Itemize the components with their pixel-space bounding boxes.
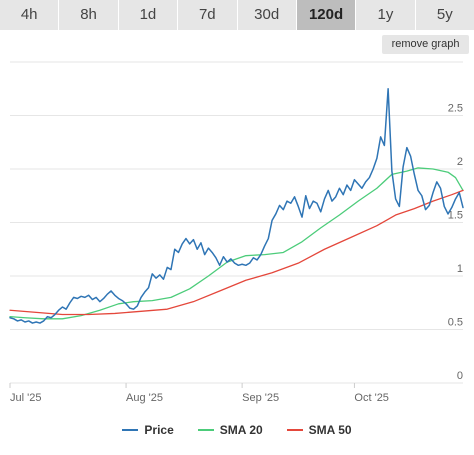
remove-graph-button[interactable]: remove graph	[382, 35, 469, 54]
y-tick-label-2.5: 2.5	[448, 103, 463, 115]
legend-label: Price	[144, 423, 174, 437]
tab-30d[interactable]: 30d	[237, 0, 297, 30]
legend-item-sma-20[interactable]: SMA 20	[197, 423, 263, 437]
legend-swatch	[286, 429, 303, 431]
legend-item-price[interactable]: Price	[122, 423, 174, 437]
tab-1d[interactable]: 1d	[118, 0, 179, 30]
time-range-tabs: 4h 8h 1d 7d 30d 120d 1y 5y	[0, 0, 474, 30]
legend-label: SMA 50	[308, 423, 352, 437]
x-tick-label-1: Aug '25	[126, 392, 163, 404]
series-line-price	[9, 88, 464, 324]
tab-120d[interactable]: 120d	[296, 0, 357, 30]
tab-8h[interactable]: 8h	[59, 0, 119, 30]
y-tick-label-0.5: 0.5	[448, 317, 463, 329]
legend-item-sma-50[interactable]: SMA 50	[286, 423, 352, 437]
y-tick-label-1.5: 1.5	[448, 210, 463, 222]
x-tick-label-3: Oct '25	[354, 392, 389, 404]
series-line-sma-50	[9, 189, 464, 316]
chart-legend: Price SMA 20 SMA 50	[0, 420, 474, 440]
y-tick-label-0: 0	[457, 370, 463, 382]
x-tick-label-0: Jul '25	[10, 392, 41, 404]
y-tick-label-1: 1	[457, 263, 463, 275]
legend-swatch	[122, 429, 139, 431]
tab-1y[interactable]: 1y	[356, 0, 416, 30]
tab-4h[interactable]: 4h	[0, 0, 60, 30]
legend-label: SMA 20	[219, 423, 263, 437]
tab-7d[interactable]: 7d	[178, 0, 238, 30]
tab-5y[interactable]: 5y	[415, 0, 474, 30]
legend-swatch	[197, 429, 214, 431]
y-tick-label-2: 2	[457, 156, 463, 168]
x-tick-label-2: Sep '25	[242, 392, 279, 404]
series-line-sma-20	[9, 167, 464, 320]
